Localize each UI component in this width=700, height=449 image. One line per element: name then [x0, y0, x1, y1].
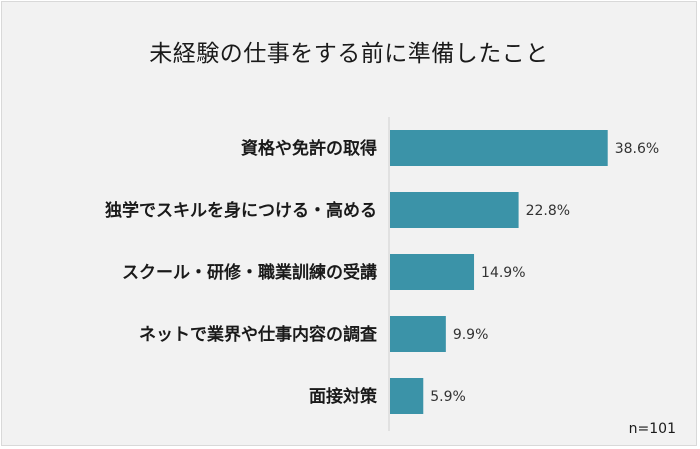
bar-1	[390, 130, 608, 166]
value-label-4: 9.9%	[453, 327, 489, 343]
category-label-5: 面接対策	[309, 386, 378, 407]
bar-3	[390, 254, 475, 290]
bar-5	[390, 378, 424, 414]
sample-size-note: n=101	[628, 421, 676, 437]
category-label-2: 独学でスキルを身につける・高める	[105, 200, 377, 221]
value-label-1: 38.6%	[615, 141, 659, 157]
bar-group: 資格や免許の取得 38.6% 独学でスキルを身につける・高める 22.8% スクール・研…	[105, 130, 659, 414]
value-label-5: 5.9%	[430, 389, 466, 405]
category-label-3: スクール・研修・職業訓練の受講	[122, 262, 377, 283]
value-label-3: 14.9%	[481, 265, 525, 281]
chart-title: 未経験の仕事をする前に準備したこと	[149, 41, 549, 67]
category-label-1: 資格や免許の取得	[241, 138, 377, 159]
value-label-2: 22.8%	[526, 203, 570, 219]
bar-2	[390, 192, 519, 228]
category-label-4: ネットで業界や仕事内容の調査	[139, 324, 378, 345]
bar-4	[390, 316, 446, 352]
